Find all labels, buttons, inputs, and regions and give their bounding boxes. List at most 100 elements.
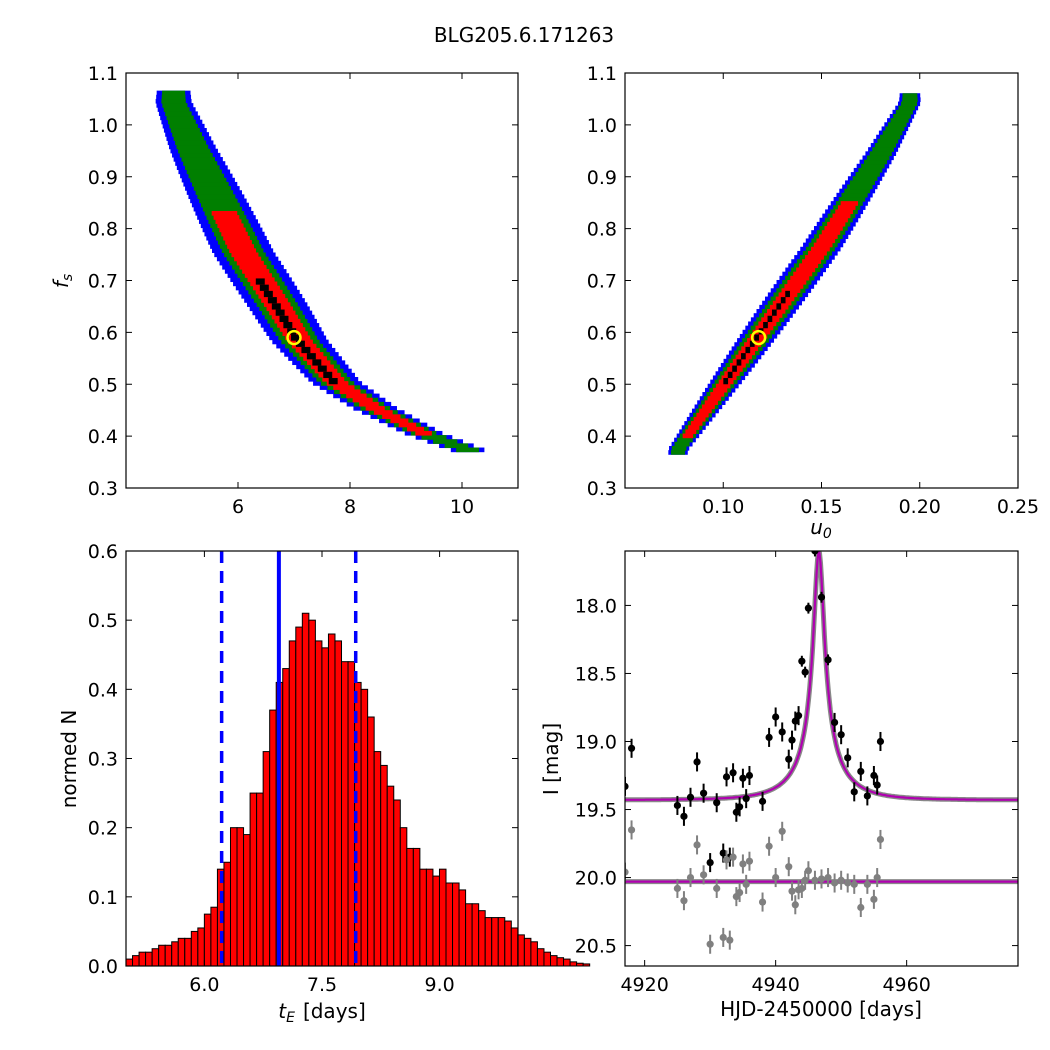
- br-x-tick-label: 4920: [620, 974, 668, 996]
- tr-contour-cell: [682, 433, 694, 439]
- bl-x-tick-label: 9.0: [424, 974, 454, 996]
- histogram-bar: [438, 868, 447, 967]
- tl-contour-cell: [179, 152, 213, 158]
- tl-contour-cell: [456, 447, 480, 453]
- data-point: [739, 774, 747, 782]
- bl-y-tick-label: 0.4: [88, 679, 118, 701]
- tl-contour-cell: [199, 198, 238, 204]
- histogram-bar: [262, 751, 271, 967]
- tr-axes: 0.10 0.15 0.20 0.25 0.3 0.4 0.5 0.6 0.7 0.8 0.9 1.0…: [587, 63, 1039, 518]
- tl-contour-cell: [339, 389, 361, 395]
- tr-contour-cell: [838, 196, 866, 202]
- residual-point: [765, 842, 773, 850]
- tl-contour-cell: [165, 111, 192, 117]
- data-point: [713, 799, 721, 807]
- tr-contour-cell: [784, 284, 804, 289]
- bl-y-tick-label: 0.5: [88, 610, 118, 632]
- tl-contour-cell: [202, 206, 243, 212]
- tl-contour-cell: [225, 240, 252, 245]
- tl-contour-cell: [162, 90, 186, 96]
- histogram-bar: [536, 948, 545, 967]
- panel-fs-vs-te: 6 8 10 0.3 0.4 0.5 0.6 0.7 0.8 0.9 1.0 1.1 fs: [49, 63, 519, 518]
- data-point: [850, 788, 858, 796]
- residual-point: [831, 879, 839, 887]
- figure-title: BLG205.6.171263: [434, 23, 614, 47]
- tl-y-tick-label: 0.7: [88, 271, 118, 293]
- tr-contour-cell: [671, 445, 687, 451]
- data-point: [778, 728, 786, 736]
- tl-core-cell: [263, 290, 273, 298]
- histogram-bar: [236, 827, 245, 967]
- histogram-bar: [229, 827, 238, 967]
- residual-point: [811, 876, 819, 884]
- tl-contour-cell: [415, 430, 432, 436]
- data-point: [794, 712, 803, 720]
- tl-y-tick-label: 1.1: [88, 63, 118, 85]
- tl-contour-cell: [390, 418, 409, 424]
- tr-contour-cell: [874, 143, 897, 148]
- tr-contour-cell: [824, 226, 843, 231]
- tl-contour-cell: [365, 406, 385, 411]
- tr-contour-cell: [844, 188, 871, 194]
- tr-y-tick-label: 0.7: [587, 271, 617, 293]
- histogram-bar: [549, 955, 558, 967]
- tl-contour-cell: [382, 414, 401, 419]
- data-point: [817, 593, 826, 601]
- histogram-bar: [354, 681, 362, 967]
- data-point: [758, 797, 767, 805]
- tl-contour-cell: [217, 223, 244, 229]
- tl-x-tick-label: 8: [344, 496, 356, 518]
- tr-contour-cell: [699, 408, 712, 414]
- tl-contour-cell: [193, 186, 231, 191]
- histogram-bar: [504, 920, 512, 967]
- histogram-bar: [203, 913, 212, 967]
- tl-contour-cell: [190, 177, 227, 183]
- tr-core-cell: [754, 334, 760, 341]
- histogram-bar: [347, 661, 356, 967]
- tr-contour-cell: [688, 425, 700, 430]
- tr-core-cell: [723, 378, 729, 385]
- histogram-bar: [386, 785, 395, 967]
- histogram-bar: [530, 941, 538, 967]
- tr-core-cell: [732, 365, 737, 372]
- tl-contour-cell: [175, 140, 207, 146]
- tr-core-cell: [727, 371, 733, 379]
- tl-axes: 6 8 10 0.3 0.4 0.5 0.6 0.7 0.8 0.9 1.0 1.1: [88, 63, 518, 518]
- residual-point: [713, 884, 721, 893]
- tr-y-tick-label: 0.6: [587, 322, 617, 344]
- histogram-bar: [556, 957, 565, 967]
- tl-contour-cell: [407, 426, 425, 432]
- data-point: [788, 736, 796, 744]
- residual-point: [801, 876, 809, 884]
- tr-contour-cell: [696, 412, 709, 418]
- data-point: [732, 808, 740, 816]
- tl-core-cell: [271, 303, 281, 310]
- br-plot-frame: [624, 550, 1019, 967]
- tl-contour-cell: [169, 123, 198, 129]
- tr-contours: [668, 93, 921, 455]
- tl-core-cell: [279, 315, 289, 322]
- data-point: [863, 792, 871, 800]
- tl-contour-cell: [242, 269, 270, 274]
- tr-contour-cell: [861, 163, 885, 169]
- tr-contour-cell: [802, 259, 822, 264]
- tl-contours: [155, 90, 485, 453]
- br-y-axis-label: I [mag]: [539, 723, 563, 795]
- histogram-bar: [269, 709, 277, 967]
- tl-contour-cell: [166, 115, 194, 121]
- tl-contour-cell: [173, 136, 205, 141]
- data-point: [824, 656, 832, 664]
- tr-contour-cell: [864, 159, 888, 165]
- tr-contour-cell: [790, 275, 810, 281]
- br-y-tick-label: 18.5: [575, 663, 617, 685]
- tl-contour-cell: [170, 127, 200, 133]
- tr-contour-cell: [882, 130, 903, 136]
- br-light-curve-data: [625, 551, 1018, 954]
- residual-point: [870, 895, 878, 903]
- histogram-bar: [543, 951, 551, 967]
- tl-contour-cell: [229, 248, 257, 253]
- tr-core-cell: [763, 322, 768, 329]
- tl-contour-cell: [359, 401, 379, 407]
- residual-point: [722, 856, 731, 864]
- br-y-tick-label: 18.0: [575, 595, 617, 617]
